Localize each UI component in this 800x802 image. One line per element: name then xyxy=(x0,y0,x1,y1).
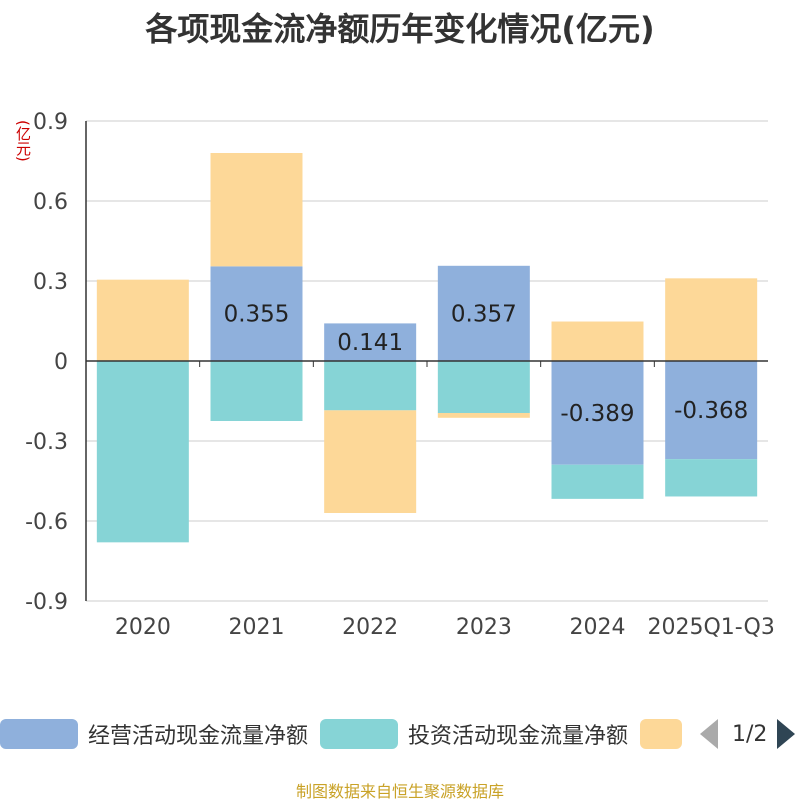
bars xyxy=(96,153,758,543)
bar-segment[interactable] xyxy=(324,361,417,411)
x-tick-label: 2025Q1-Q3 xyxy=(647,615,774,640)
x-tick-label: 2024 xyxy=(570,615,626,640)
bar-segment[interactable] xyxy=(210,361,303,421)
stacked-bar-chart: 0.90.60.30-0.3-0.6-0.9 2020 2021 2022 2023 2… xyxy=(25,110,775,640)
chart-title: 各项现金流净额历年变化情况(亿元) xyxy=(145,10,655,48)
bar-segment[interactable] xyxy=(437,413,530,418)
legend-swatch-financing xyxy=(640,719,682,749)
bar-segment[interactable] xyxy=(324,410,417,513)
y-tick-labels: 0.9 0.6 0.3 0 -0.3 -0.6 -0.9 xyxy=(25,110,68,615)
bar-segment[interactable] xyxy=(665,278,758,361)
bar-segment[interactable] xyxy=(665,459,758,497)
y-tick-label: 0.6 xyxy=(33,190,68,215)
legend: 经营活动现金流量净额 投资活动现金流量净额 1/2 xyxy=(0,714,800,754)
bar-segment[interactable] xyxy=(551,321,644,361)
y-tick-label: 0 xyxy=(54,350,68,375)
bar-segment[interactable] xyxy=(551,361,644,465)
legend-item-investing[interactable]: 投资活动现金流量净额 xyxy=(320,714,628,754)
bar-segment[interactable] xyxy=(96,361,189,543)
legend-item-financing[interactable] xyxy=(640,714,682,754)
bar-segment[interactable] xyxy=(210,153,303,267)
y-tick-label: 0.3 xyxy=(33,270,68,295)
bar-segment[interactable] xyxy=(210,266,303,361)
x-tick-label: 2020 xyxy=(115,615,171,640)
bar-segment[interactable] xyxy=(665,361,758,460)
y-tick-label: 0.9 xyxy=(33,110,68,135)
y-tick-label: -0.3 xyxy=(25,430,68,455)
legend-page-indicator: 1/2 xyxy=(732,721,768,747)
y-axis-unit-label: (亿元) xyxy=(14,120,32,162)
y-tick-label: -0.9 xyxy=(25,590,68,615)
bar-segment[interactable] xyxy=(324,323,417,361)
data-source-footer: 制图数据来自恒生聚源数据库 xyxy=(295,782,504,801)
x-tick-label: 2023 xyxy=(456,615,512,640)
legend-swatch-investing xyxy=(320,719,398,749)
data-label: 0.141 xyxy=(337,330,403,356)
x-tick-labels: 2020 2021 2022 2023 2024 2025Q1-Q3 xyxy=(115,615,775,640)
bar-segment[interactable] xyxy=(96,279,189,361)
y-tick-label: -0.6 xyxy=(25,510,68,535)
grid-lines xyxy=(86,120,768,602)
bar-segment[interactable] xyxy=(437,265,530,361)
data-label: 0.355 xyxy=(224,302,290,328)
bar-segment[interactable] xyxy=(437,361,530,413)
legend-item-operating[interactable]: 经营活动现金流量净额 xyxy=(0,714,308,754)
legend-pager: 1/2 xyxy=(700,714,796,754)
legend-next-page-icon[interactable] xyxy=(777,719,796,749)
data-label: -0.368 xyxy=(674,398,748,424)
x-tick-label: 2022 xyxy=(342,615,398,640)
x-tick-label: 2021 xyxy=(229,615,285,640)
axes xyxy=(85,121,768,601)
legend-label-operating: 经营活动现金流量净额 xyxy=(88,724,309,749)
legend-prev-page-icon[interactable] xyxy=(700,719,718,749)
legend-swatch-operating xyxy=(0,719,78,749)
bar-segment[interactable] xyxy=(551,464,644,499)
data-labels: 0.355 0.141 0.357 -0.389 -0.368 xyxy=(224,301,749,426)
data-label: 0.357 xyxy=(451,301,517,327)
data-label: -0.389 xyxy=(560,401,634,427)
legend-label-investing: 投资活动现金流量净额 xyxy=(408,724,629,749)
